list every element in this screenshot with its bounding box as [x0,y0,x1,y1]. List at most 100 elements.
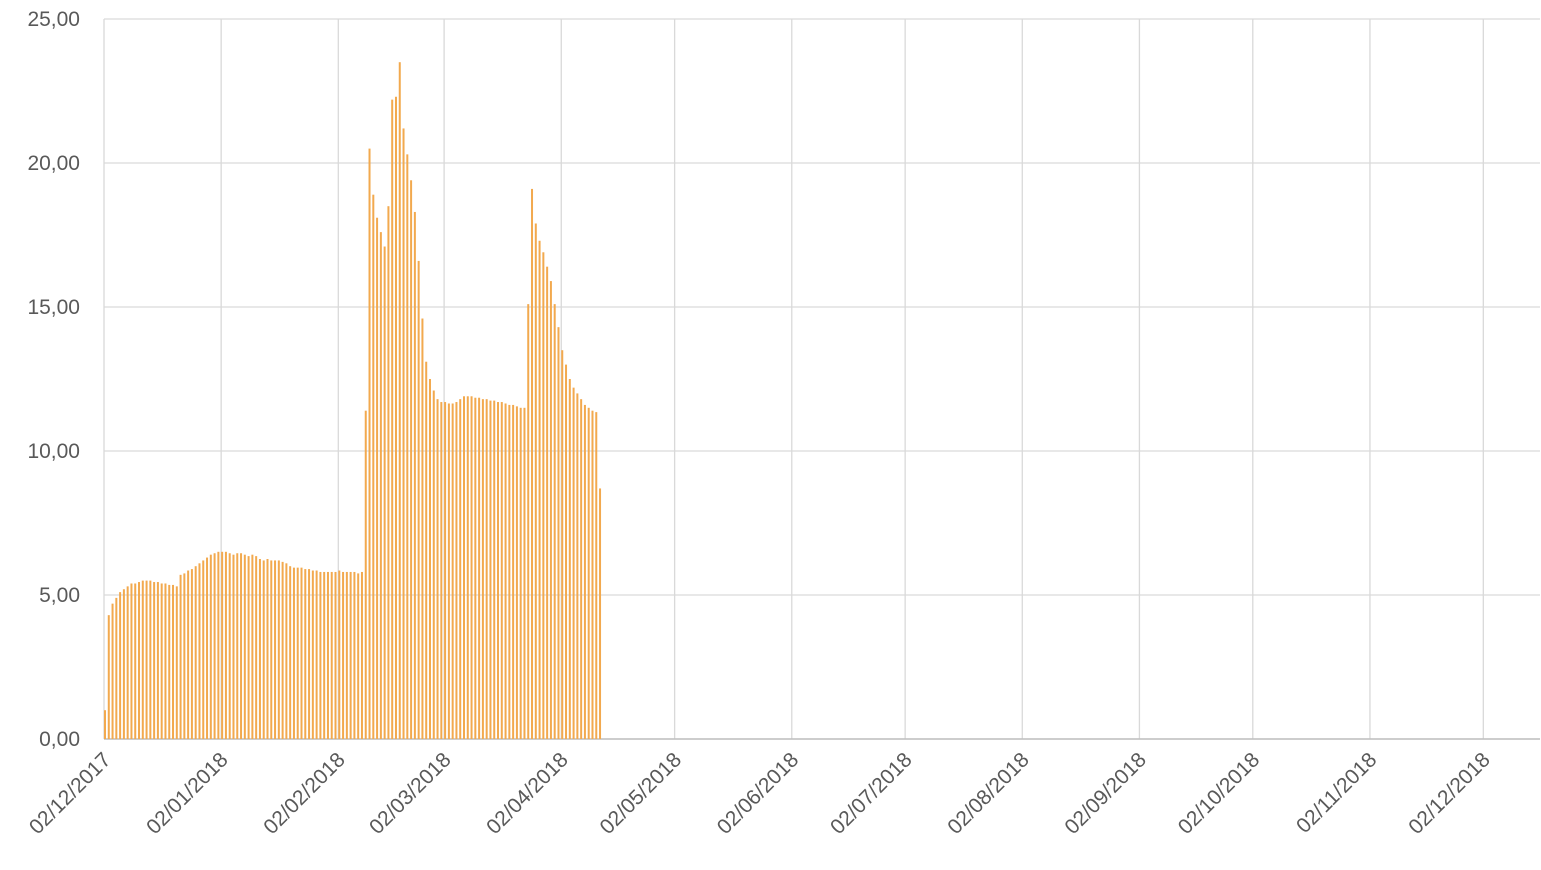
bar [478,397,481,739]
bar [444,402,447,739]
bar [138,582,141,739]
bar [440,402,443,739]
bar [311,570,314,739]
bar [217,551,220,739]
bar [323,571,326,739]
bar [247,556,250,739]
y-tick-label: 20,00 [27,152,80,175]
bar [304,569,307,739]
x-tick-label: 02/12/2017 [25,748,116,839]
bar [557,327,560,739]
bar [224,551,227,739]
bar [342,571,345,739]
y-tick-label: 0,00 [39,728,80,751]
bar [194,566,197,739]
bar [364,410,367,739]
bar [115,597,118,739]
bar [493,400,496,739]
bar [296,567,299,739]
bar [107,615,110,739]
bar [145,580,148,739]
x-tick-label: 02/09/2018 [1060,748,1151,839]
bar [156,582,159,739]
bar [122,589,125,739]
bar [190,569,193,739]
bar [546,266,549,739]
bar [372,194,375,739]
bar [583,404,586,739]
x-tick-label: 02/06/2018 [713,748,804,839]
x-tick-label: 02/01/2018 [142,748,233,839]
y-tick-label: 25,00 [27,8,80,31]
bar [326,571,329,739]
bar [508,404,511,739]
x-tick-label: 02/05/2018 [596,748,687,839]
bar [379,232,382,739]
bar [349,571,352,739]
bar [527,304,530,739]
bar [281,561,284,739]
bar [345,571,348,739]
bar [360,571,363,739]
bar [164,583,167,739]
bar [202,560,205,739]
x-tick-label: 02/04/2018 [482,748,573,839]
x-tick-label: 02/03/2018 [365,748,456,839]
bar [270,560,273,739]
bar [538,240,541,739]
bar [277,560,280,739]
bar [549,281,552,739]
bar [406,154,409,740]
bar [595,412,598,739]
bar [425,361,428,739]
bar [394,96,397,739]
bar [153,582,156,739]
bar [447,403,450,739]
bar [251,554,254,739]
bar [258,559,261,739]
bar [292,567,295,739]
bar [576,393,579,739]
bar [243,554,246,739]
bar [455,402,458,739]
bar [599,488,602,739]
bar [391,99,394,739]
bar [221,551,224,739]
bar [534,223,537,740]
bar [308,569,311,739]
bar [428,379,431,739]
x-tick-label: 02/07/2018 [826,748,917,839]
bar [591,410,594,739]
x-tick-label: 02/02/2018 [259,748,350,839]
bar [236,553,239,739]
bar [436,399,439,739]
bar [134,583,137,739]
bar [459,399,462,739]
bar [572,387,575,739]
bar [561,350,564,739]
bar [413,211,416,739]
bar [368,148,371,740]
bar [319,571,322,739]
bar [187,570,190,739]
bar [126,586,129,739]
bar [432,390,435,739]
bar [315,570,318,739]
bar [206,557,209,739]
bar [274,560,277,739]
bar [334,571,337,739]
bar [580,399,583,739]
bar [387,206,390,739]
bar [228,553,231,739]
x-tick-label: 02/11/2018 [1292,748,1381,837]
bar [466,396,469,739]
bar [402,128,405,739]
bar [255,556,258,739]
bar [485,399,488,739]
bar [451,403,454,739]
bar [565,364,568,739]
bar [262,560,265,739]
bar [285,563,288,739]
bar [587,407,590,739]
